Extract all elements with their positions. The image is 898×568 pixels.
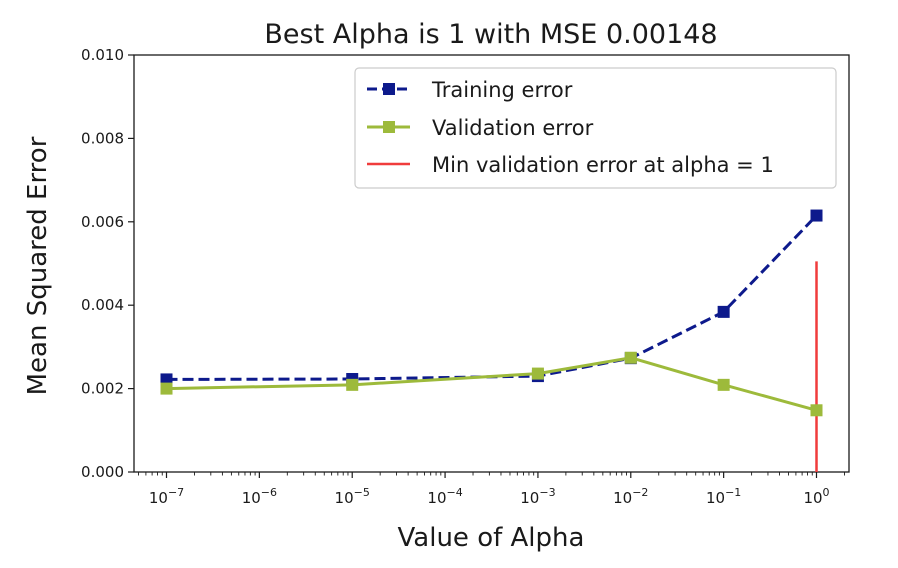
legend-label-0: Training error [431, 78, 573, 102]
x-tick-label: 10−7 [149, 486, 184, 507]
data-point [624, 351, 637, 364]
x-tick-label: 10−5 [335, 486, 370, 507]
plot-frame [133, 54, 850, 473]
data-point [346, 378, 359, 391]
y-axis-label: Mean Squared Error [23, 136, 53, 395]
data-point [531, 367, 544, 380]
x-tick-label: 10−1 [706, 486, 741, 507]
data-point [810, 404, 823, 417]
data-point [160, 382, 173, 395]
x-tick-label: 100 [803, 486, 829, 507]
y-tick-label: 0.004 [81, 296, 124, 314]
data-point [717, 305, 730, 318]
legend-marker-1 [383, 121, 395, 133]
y-tick-label: 0.000 [81, 463, 124, 481]
y-tick-label: 0.008 [81, 129, 124, 147]
data-point [160, 373, 173, 386]
legend-label-1: Validation error [432, 116, 594, 140]
y-tick-label: 0.006 [81, 213, 124, 231]
x-tick-label: 10−3 [520, 486, 555, 507]
x-tick-label: 10−6 [242, 486, 277, 507]
series-line-1 [166, 356, 817, 412]
x-tick-label: 10−4 [427, 486, 462, 507]
legend-label-2: Min validation error at alpha = 1 [432, 153, 774, 177]
x-axis-label: Value of Alpha [398, 523, 585, 553]
legend-marker-0 [383, 83, 395, 95]
y-tick-label: 0.010 [81, 46, 124, 64]
chart-title: Best Alpha is 1 with MSE 0.00148 [264, 19, 717, 50]
legend: Training error Validation error Min valida… [354, 67, 837, 189]
legend-box [354, 67, 837, 189]
y-tick-label: 0.002 [81, 380, 124, 398]
series-line-0 [166, 214, 818, 381]
x-tick-label: 10−2 [613, 486, 648, 507]
data-point [810, 209, 823, 222]
data-point [717, 378, 730, 391]
